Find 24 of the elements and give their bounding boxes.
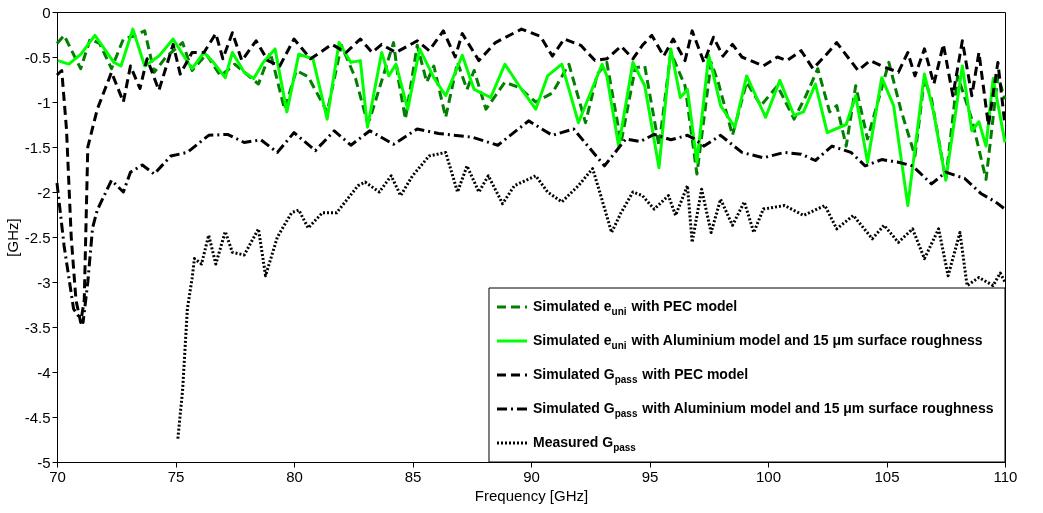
line-series — [55, 29, 1007, 181]
x-tick-label: 80 — [286, 467, 303, 485]
y-tick-label: -2.5 — [24, 228, 51, 246]
x-tick-label: 105 — [874, 467, 900, 485]
y-tick-label: -0.5 — [24, 48, 51, 66]
y-tick-label: 0 — [42, 3, 51, 21]
x-tick-label: 85 — [404, 467, 422, 485]
x-tick-label: 95 — [641, 467, 659, 485]
x-tick-label: 110 — [993, 467, 1018, 485]
y-tick-label: -4 — [37, 363, 51, 381]
y-tick-label: -3 — [37, 273, 51, 291]
x-tick-label: 70 — [49, 467, 66, 485]
y-tick-label: -1 — [37, 93, 51, 111]
y-tick-label: -2 — [37, 183, 51, 201]
y-tick-label: -5 — [37, 453, 51, 471]
x-tick-label: 75 — [167, 467, 185, 485]
x-tick-label: 100 — [755, 467, 782, 485]
y-tick-label: -4.5 — [24, 408, 51, 426]
x-tick-label: 90 — [523, 467, 540, 485]
x-axis-title: Frequency [GHz] — [474, 486, 589, 504]
line-series — [56, 27, 1007, 207]
y-tick-label: -3.5 — [24, 318, 51, 336]
y-axis-title: [GHz] — [3, 218, 21, 257]
y-tick-label: -1.5 — [24, 138, 51, 156]
